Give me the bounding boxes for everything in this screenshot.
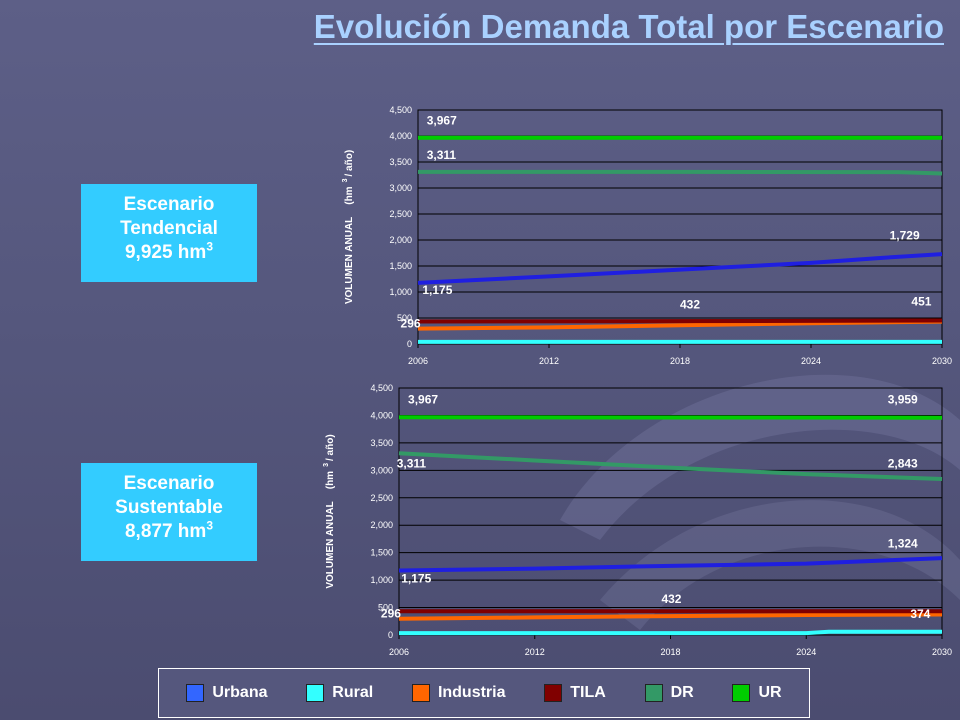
y-tick-label: 3,500 bbox=[389, 157, 412, 167]
y-tick-label: 2,500 bbox=[389, 209, 412, 219]
scenario-box-sustentable: Escenario Sustentable 8,877 hm3 bbox=[81, 463, 257, 561]
y-axis-label-unit: (hm bbox=[344, 186, 355, 204]
y-tick-label: 500 bbox=[378, 603, 393, 613]
y-tick-label: 1,000 bbox=[389, 287, 412, 297]
scenario-name: Sustentable bbox=[115, 497, 223, 518]
y-tick-label: 3,000 bbox=[389, 183, 412, 193]
x-tick-label: 2018 bbox=[670, 356, 690, 366]
y-axis-label-main: VOLUMEN ANUAL bbox=[325, 501, 336, 588]
y-axis-label-unit-tail: / año) bbox=[325, 434, 336, 461]
series-line-dr bbox=[398, 451, 943, 481]
y-tick-label: 500 bbox=[397, 313, 412, 323]
y-tick-label: 1,500 bbox=[389, 261, 412, 271]
y-axis-label-unit-tail: / año) bbox=[344, 150, 355, 177]
legend-swatch bbox=[411, 684, 430, 702]
scenario-total: 9,925 hm3 bbox=[124, 239, 213, 263]
data-label: 1,175 bbox=[401, 571, 431, 585]
data-label: 3,967 bbox=[427, 114, 457, 128]
series-line-tila bbox=[417, 318, 943, 324]
x-tick-label: 2006 bbox=[408, 356, 428, 366]
scenario-total: 8,877 hm3 bbox=[124, 518, 213, 542]
y-axis-label: VOLUMEN ANUAL (hm 3 / año) bbox=[323, 434, 336, 588]
chart-sustentable: 0 500 1,000 1,500 2,000 2,500 3,000 3,500 4,000 4… bbox=[323, 383, 952, 657]
data-label: 451 bbox=[911, 295, 931, 309]
legend-item-urbana: Urbana bbox=[186, 684, 268, 702]
series-line-industria bbox=[398, 612, 943, 621]
y-tick-label: 1,000 bbox=[370, 575, 393, 585]
legend-item-dr: DR bbox=[644, 684, 694, 702]
series-line-urbana bbox=[398, 556, 943, 573]
y-tick-label: 3,000 bbox=[370, 465, 393, 475]
series-line-dr bbox=[418, 169, 943, 176]
x-tick-label: 2012 bbox=[539, 356, 559, 366]
y-tick-label: 2,500 bbox=[370, 493, 393, 503]
scenario-box-tendencial: Escenario Tendencial 9,925 hm3 bbox=[81, 184, 257, 282]
data-label: 3,959 bbox=[888, 392, 918, 406]
data-label: 2,843 bbox=[888, 457, 918, 471]
y-tick-label: 0 bbox=[388, 630, 393, 640]
x-tick-label: 2024 bbox=[796, 647, 816, 657]
series-line-rural bbox=[399, 629, 942, 636]
data-label: 374 bbox=[910, 607, 930, 621]
data-label: 432 bbox=[661, 592, 681, 606]
legend-swatch bbox=[644, 684, 663, 702]
legend: Urbana Rural Industria TILA DR UR bbox=[158, 668, 810, 718]
scenario-name: Tendencial bbox=[120, 218, 218, 239]
scenario-label: Escenario bbox=[123, 194, 215, 215]
x-tick-label: 2030 bbox=[932, 356, 952, 366]
y-axis-label: VOLUMEN ANUAL (hm 3/ año) bbox=[342, 150, 355, 304]
y-axis-label-unit-sup: 3 bbox=[323, 463, 330, 467]
scenario-label: Escenario bbox=[123, 473, 215, 494]
y-tick-label: 2,000 bbox=[389, 235, 412, 245]
data-label: 3,311 bbox=[397, 457, 427, 471]
data-label: 1,729 bbox=[890, 228, 920, 242]
legend-item-tila: TILA bbox=[544, 684, 606, 702]
legend-swatch bbox=[306, 684, 325, 702]
x-tick-label: 2018 bbox=[660, 647, 680, 657]
y-axis-label-unit-sup: 3 bbox=[342, 178, 349, 182]
legend-swatch bbox=[544, 684, 563, 702]
data-label: 296 bbox=[401, 316, 421, 330]
legend-item-rural: Rural bbox=[306, 684, 373, 702]
data-label: 1,175 bbox=[422, 283, 452, 297]
legend-swatch bbox=[186, 684, 205, 702]
data-label: 432 bbox=[680, 298, 700, 312]
y-axis-label-main: VOLUMEN ANUAL bbox=[344, 217, 355, 304]
x-tick-label: 2006 bbox=[389, 647, 409, 657]
y-tick-label: 4,000 bbox=[389, 131, 412, 141]
series-line-urbana bbox=[417, 252, 943, 285]
chart-tendencial: 0 500 1,000 1,500 2,000 2,500 3,000 3,500 4,000 4… bbox=[342, 105, 952, 366]
y-tick-label: 4,500 bbox=[370, 383, 393, 393]
x-tick-label: 2030 bbox=[932, 647, 952, 657]
y-tick-label: 3,500 bbox=[370, 438, 393, 448]
y-tick-label: 4,000 bbox=[370, 410, 393, 420]
data-label: 296 bbox=[381, 606, 401, 620]
legend-item-ur: UR bbox=[732, 684, 782, 702]
legend-swatch bbox=[732, 684, 751, 702]
y-tick-label: 4,500 bbox=[389, 105, 412, 115]
data-label: 3,311 bbox=[427, 148, 457, 162]
page-title: Evolución Demanda Total por Escenario bbox=[313, 8, 944, 45]
y-axis-label-unit: (hm bbox=[325, 471, 336, 489]
y-tick-label: 1,500 bbox=[370, 548, 393, 558]
data-label: 1,324 bbox=[888, 537, 918, 551]
x-tick-label: 2012 bbox=[525, 647, 545, 657]
data-label: 3,967 bbox=[408, 392, 438, 406]
x-tick-label: 2024 bbox=[801, 356, 821, 366]
legend-item-industria: Industria bbox=[411, 684, 506, 702]
y-tick-label: 2,000 bbox=[370, 520, 393, 530]
y-tick-label: 0 bbox=[407, 339, 412, 349]
